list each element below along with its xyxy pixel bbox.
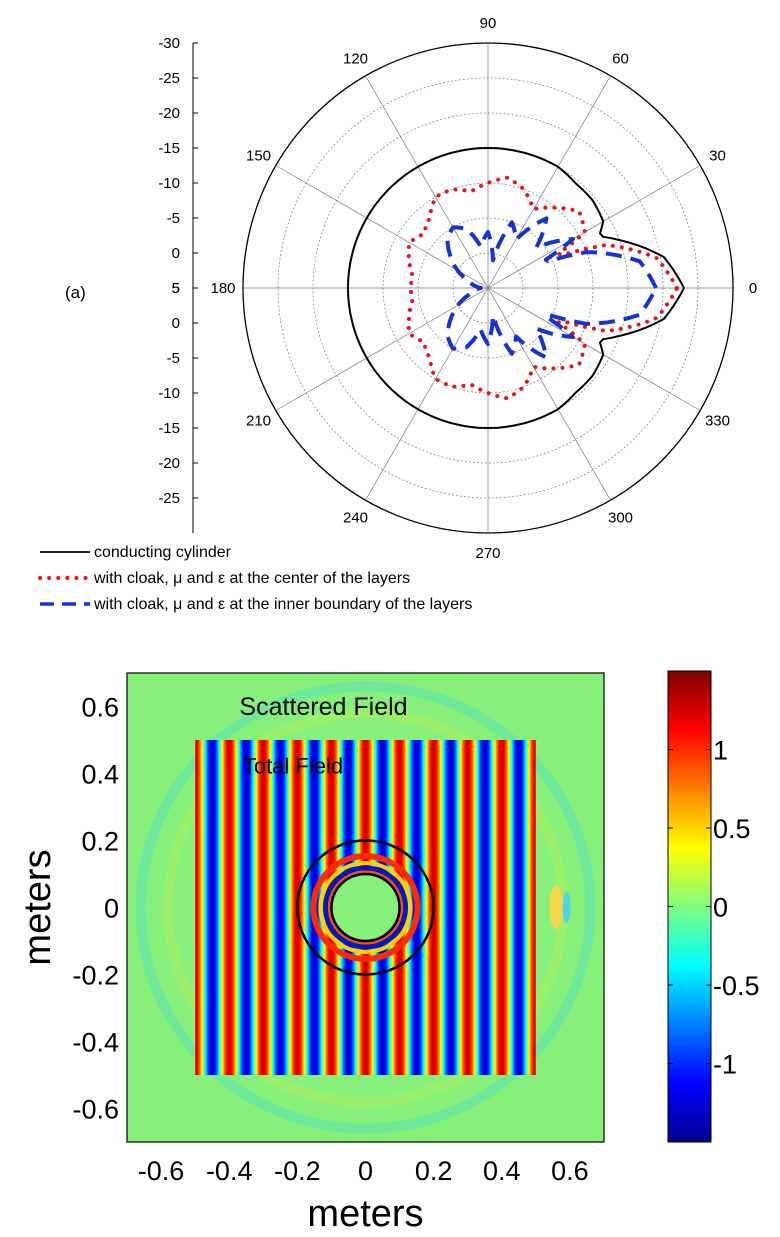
panel-a-label: (a) [65, 283, 86, 302]
angle-tick-label: 0 [749, 280, 757, 297]
legend-solid-label: conducting cylinder [94, 544, 232, 561]
radial-tick-label: 0 [172, 245, 180, 262]
legend: conducting cylinder with cloak, μ and ε … [38, 544, 472, 613]
x-axis-label: meters [307, 1193, 423, 1232]
legend-dashed-label: with cloak, μ and ε at the inner boundar… [93, 596, 472, 613]
angle-tick-labels: 0 30 60 90 120 150 180 210 240 270 300 330 [210, 15, 757, 562]
field-map: Scattered Field Total Field -0.6 -0.4 -0.2… [17, 672, 605, 1235]
angle-tick-label: 90 [480, 15, 497, 32]
colorbar-tick-label: 0 [713, 893, 728, 923]
inner-cylinder [330, 872, 401, 943]
y-tick-label: 0.6 [81, 693, 119, 723]
y-tick-label: -0.4 [72, 1028, 119, 1058]
scattered-ripple [135, 681, 596, 1134]
colorbar-gradient [667, 670, 712, 1143]
radial-tick-label: -5 [167, 210, 180, 227]
cloak-ring-blue [322, 865, 409, 950]
x-tick-label: 0 [358, 1156, 373, 1186]
cloak-ring-yellow [318, 861, 413, 954]
radial-tick-label: 5 [172, 280, 180, 297]
colorbar-tick-label: 1 [713, 736, 728, 766]
angle-tick-label: 60 [612, 51, 629, 68]
y-axis-label: meters [17, 849, 59, 965]
x-tick-label: -0.6 [138, 1156, 185, 1186]
cloak-ring-orange [327, 870, 404, 945]
angle-tick-label: 180 [210, 280, 235, 297]
radial-tick-label: -15 [158, 420, 180, 437]
radial-tick-label: -30 [158, 35, 180, 52]
angle-tick-label: 330 [705, 413, 730, 430]
radial-tick-label: -5 [167, 350, 180, 367]
x-tick-label: -0.4 [206, 1156, 253, 1186]
polar-spoke [365, 287, 489, 501]
radial-tick-label: 0 [172, 315, 180, 332]
y-tick-labels: 0.6 0.4 0.2 0 -0.2 -0.4 -0.6 [72, 693, 119, 1125]
angle-tick-label: 270 [475, 545, 500, 562]
angle-tick-label: 240 [343, 509, 368, 526]
colorbar-ticks: 1 0.5 0 -0.5 -1 [668, 736, 760, 1080]
cloak-ring-red [310, 853, 421, 962]
x-tick-label: 0.2 [415, 1156, 453, 1186]
series-curve-dotted [406, 175, 679, 401]
radial-tick-label: -20 [158, 455, 180, 472]
angle-tick-label: 210 [246, 413, 271, 430]
angle-tick-label: 120 [343, 51, 368, 68]
y-tick-label: -0.2 [72, 961, 119, 991]
legend-dotted-label: with cloak, μ and ε at the center of the… [93, 570, 410, 587]
radial-tick-label: -15 [158, 140, 180, 157]
colorbar-tick-label: 0.5 [713, 814, 751, 844]
polar-spoke [487, 287, 701, 411]
angle-tick-label: 150 [246, 148, 271, 165]
map-frame [126, 672, 605, 1143]
scattered-hotspot [549, 885, 564, 930]
polar-spoke [275, 287, 489, 411]
polar-spoke [487, 75, 611, 289]
x-tick-label: 0.6 [551, 1156, 589, 1186]
series-curve-dashed [445, 216, 658, 360]
polar-spoke [275, 165, 489, 289]
x-tick-label: -0.2 [274, 1156, 321, 1186]
polar-spoke [487, 165, 701, 289]
polar-spoke [487, 287, 611, 501]
polar-series [347, 147, 685, 429]
angle-tick-label: 300 [608, 509, 633, 526]
angle-tick-label: 30 [709, 148, 726, 165]
colorbar: 1 0.5 0 -0.5 -1 [667, 670, 760, 1143]
radial-tick-label: -10 [158, 175, 180, 192]
radial-tick-label: -25 [158, 70, 180, 87]
cylinder-outlines [296, 839, 435, 976]
y-tick-label: 0.2 [81, 827, 119, 857]
colorbar-tick-label: -1 [713, 1050, 737, 1080]
scattered-coldspot [562, 891, 571, 924]
cloak-outer-boundary [296, 839, 435, 976]
radial-tick-label: 5 [172, 280, 180, 297]
y-tick-label: 0.4 [81, 760, 119, 790]
x-tick-label: 0.4 [483, 1156, 521, 1186]
radial-tick-label: -10 [158, 385, 180, 402]
polar-spoke [365, 75, 489, 289]
radial-tick-label: -25 [158, 490, 180, 507]
series-curve-solid [347, 147, 685, 429]
x-tick-labels: -0.6 -0.4 -0.2 0 0.2 0.4 0.6 [138, 1156, 589, 1186]
colorbar-tick-label: -0.5 [713, 971, 760, 1001]
y-tick-label: -0.6 [72, 1095, 119, 1125]
polar-grid [242, 42, 734, 534]
scattered-field-annotation: Scattered Field [239, 693, 407, 721]
total-field-annotation: Total Field [243, 754, 343, 779]
y-tick-label: 0 [104, 894, 119, 924]
radial-tick-label: -20 [158, 105, 180, 122]
